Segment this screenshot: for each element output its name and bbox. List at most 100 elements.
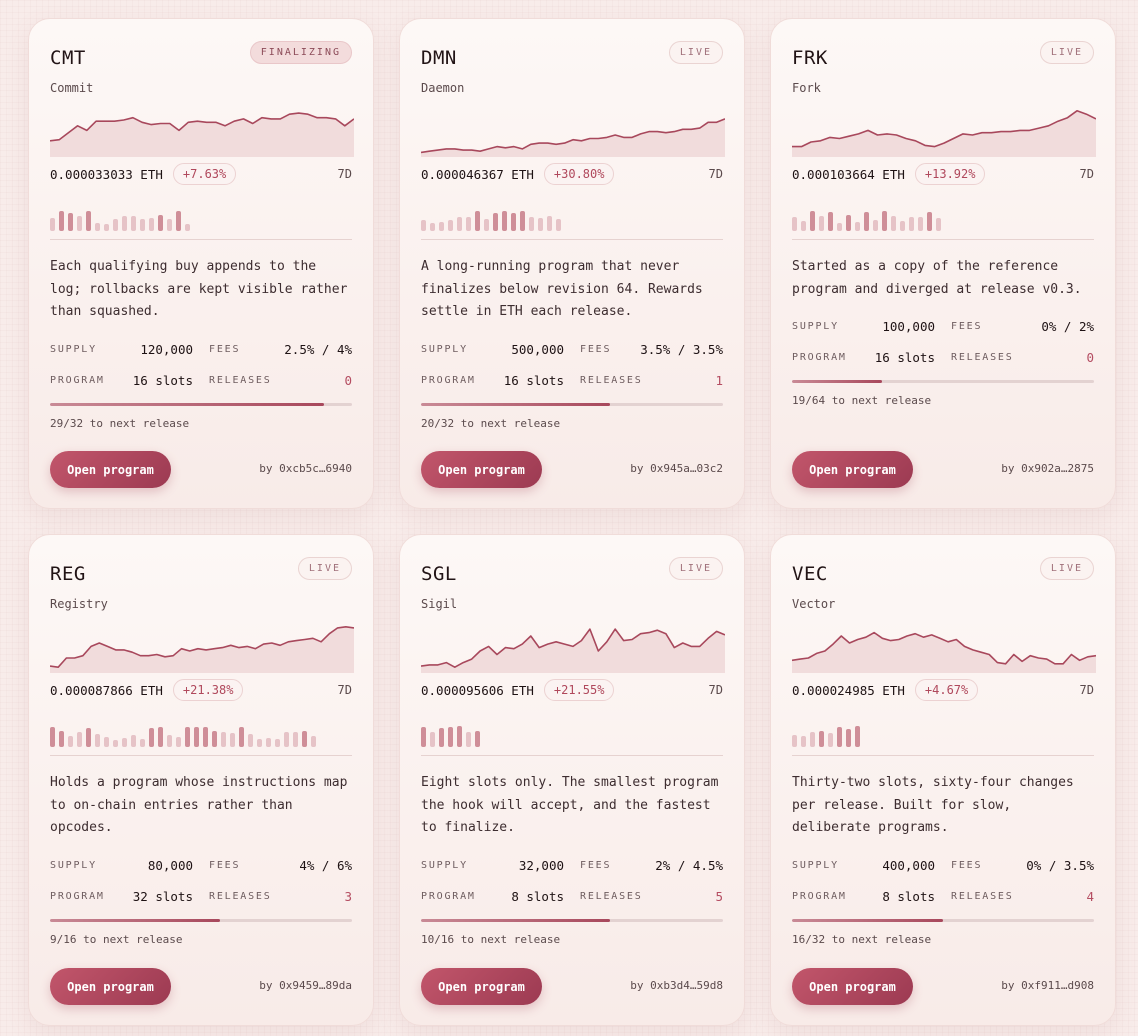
stats-row-program-releases: PROGRAM 16 slots RELEASES 0: [792, 344, 1094, 375]
volume-bar: [538, 218, 543, 231]
volume-bar: [131, 216, 136, 231]
volume-bar: [439, 728, 444, 747]
program-description: A long-running program that never finali…: [421, 259, 703, 319]
open-program-button[interactable]: Open program: [792, 968, 913, 1005]
price-value: 0.000024985 ETH: [792, 682, 905, 698]
volume-bar: [59, 211, 64, 231]
release-progress-bar: [421, 918, 723, 922]
volume-bar: [311, 736, 316, 747]
open-program-button[interactable]: Open program: [50, 968, 171, 1005]
program-label: PROGRAM: [792, 352, 847, 363]
release-progress-bar: [50, 918, 352, 922]
releases-value: 0: [1086, 350, 1094, 365]
program-card: SGL LIVE Sigil 0.000095606 ETH +21.55% 7…: [399, 534, 745, 1026]
program-description: Holds a program whose instructions map t…: [50, 775, 348, 835]
volume-bar: [248, 734, 253, 747]
time-range-label: 7D: [337, 167, 352, 181]
open-program-button[interactable]: Open program: [421, 968, 542, 1005]
volume-bar: [167, 735, 172, 747]
volume-bar: [140, 739, 145, 747]
release-progress-bar: [792, 918, 1094, 922]
program-label: PROGRAM: [50, 374, 105, 386]
volume-bar: [927, 212, 932, 231]
volume-bar: [828, 733, 833, 747]
volume-bar: [176, 211, 181, 231]
price-value: 0.000046367 ETH: [421, 166, 534, 182]
program-name: Registry: [50, 597, 108, 611]
time-range-label: 7D: [1079, 167, 1094, 181]
volume-bar: [873, 220, 878, 231]
supply-label: SUPPLY: [421, 343, 468, 355]
volume-bar: [430, 732, 435, 747]
creator-address: by 0x902a…2875: [1001, 462, 1094, 475]
releases-value: 4: [1086, 888, 1094, 904]
volume-bar: [275, 739, 280, 747]
volume-bar: [457, 726, 462, 747]
releases-value: 0: [344, 372, 352, 388]
volume-bar: [104, 224, 109, 231]
volume-bar: [430, 223, 435, 231]
sparkline-area: [792, 110, 1096, 157]
divider: [421, 755, 723, 756]
fees-value: 0% / 3.5%: [1026, 857, 1094, 873]
volume-bar: [122, 738, 127, 747]
volume-bar: [529, 217, 534, 231]
volume-bar: [95, 734, 100, 747]
releases-label: RELEASES: [951, 890, 1014, 902]
card-header: SGL LIVE: [421, 535, 723, 595]
releases-value: 3: [344, 888, 352, 904]
open-program-button[interactable]: Open program: [421, 451, 542, 488]
release-progress-fill: [50, 918, 220, 922]
open-program-button[interactable]: Open program: [792, 451, 913, 488]
fees-label: FEES: [951, 859, 983, 871]
release-progress-fill: [792, 918, 943, 922]
volume-bar: [113, 219, 118, 231]
sparkline-line: [50, 626, 354, 668]
volume-bar: [212, 731, 217, 747]
open-program-button[interactable]: Open program: [50, 451, 171, 488]
volume-bar: [158, 727, 163, 747]
program-label: PROGRAM: [792, 890, 847, 902]
volume-bar: [801, 221, 806, 231]
volume-bar: [792, 735, 797, 747]
program-name: Sigil: [421, 597, 458, 611]
supply-value: 32,000: [518, 857, 564, 873]
supply-value: 120,000: [140, 341, 193, 357]
program-slots-value: 32 slots: [132, 888, 193, 904]
volume-bar: [819, 216, 824, 231]
release-progress-text: 9/16 to next release: [50, 932, 183, 946]
volume-bars: [792, 717, 1094, 747]
program-card: CMT FINALIZING Commit 0.000033033 ETH +7…: [28, 18, 374, 509]
program-stats: SUPPLY 500,000 FEES 3.5% / 3.5% PROGRAM …: [421, 336, 723, 398]
price-bar: 0.000033033 ETH +7.63% 7D: [50, 161, 352, 187]
stats-row-supply-fees: SUPPLY 32,000 FEES 2% / 4.5%: [421, 852, 723, 883]
program-stats: SUPPLY 400,000 FEES 0% / 3.5% PROGRAM 8 …: [792, 852, 1094, 914]
volume-bar: [855, 726, 860, 747]
volume-bar: [475, 211, 480, 231]
price-change-badge: +21.55%: [543, 679, 615, 701]
fees-value: 2.5% / 4%: [284, 341, 352, 357]
stats-row-program-releases: PROGRAM 8 slots RELEASES 5: [421, 883, 723, 914]
card-header: DMN LIVE: [421, 19, 723, 79]
program-card: FRK LIVE Fork 0.000103664 ETH +13.92% 7D…: [770, 18, 1116, 509]
supply-value: 400,000: [882, 857, 935, 873]
ticker-symbol: VEC: [792, 563, 828, 585]
volume-bar: [556, 219, 561, 231]
stats-row-program-releases: PROGRAM 8 slots RELEASES 4: [792, 883, 1094, 914]
volume-bar: [448, 727, 453, 747]
release-progress-bar: [421, 402, 723, 406]
volume-bars: [792, 201, 1094, 231]
status-badge: LIVE: [668, 41, 723, 64]
program-stats: SUPPLY 120,000 FEES 2.5% / 4% PROGRAM 16…: [50, 336, 352, 398]
volume-bar: [68, 736, 73, 747]
volume-bar: [837, 727, 842, 747]
price-sparkline: [421, 118, 725, 157]
program-name: Fork: [792, 81, 821, 95]
program-name: Vector: [792, 597, 836, 611]
price-sparkline: [50, 626, 354, 673]
volume-bar: [302, 731, 307, 747]
volume-bar: [439, 222, 444, 231]
program-description: Eight slots only. The smallest program t…: [421, 775, 719, 835]
volume-bars: [50, 201, 352, 231]
volume-bar: [59, 731, 64, 747]
